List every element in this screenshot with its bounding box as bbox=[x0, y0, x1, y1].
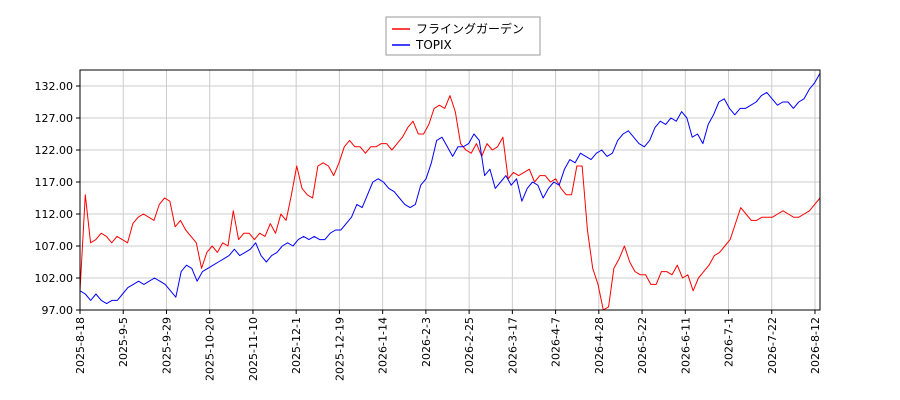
x-tick-label: 2025-12-1 bbox=[290, 317, 303, 374]
y-tick-label: 107.00 bbox=[35, 240, 74, 253]
legend-box bbox=[385, 16, 541, 56]
y-tick-label: 127.00 bbox=[35, 112, 74, 125]
x-tick-label: 2025-12-19 bbox=[333, 317, 346, 381]
x-tick-label: 2026-1-14 bbox=[377, 317, 390, 374]
x-tick-label: 2026-7-22 bbox=[766, 317, 779, 374]
x-tick-label: 2026-3-17 bbox=[506, 317, 519, 374]
x-tick-label: 2026-4-28 bbox=[593, 317, 606, 374]
x-tick-label: 2026-5-22 bbox=[636, 317, 649, 374]
x-tick-label: 2025-11-10 bbox=[247, 317, 260, 381]
x-axis-ticks: 2025-8-18 2025-9-5 2025-9-29 2025-10-20 2025… bbox=[74, 310, 822, 381]
x-tick-label: 2026-6-11 bbox=[679, 317, 692, 374]
legend-label-flying-garden: フライングガーデン bbox=[416, 21, 524, 36]
x-tick-label: 2026-2-3 bbox=[420, 317, 433, 367]
y-axis-ticks: 97.00 102.00 107.00 112.00 117.00 122.00 127.0… bbox=[35, 80, 80, 317]
series-layer bbox=[79, 72, 821, 311]
x-tick-label: 2025-9-5 bbox=[117, 317, 130, 367]
plot-frame bbox=[79, 69, 821, 311]
y-tick-label: 122.00 bbox=[35, 144, 74, 157]
x-tick-label: 2026-7-1 bbox=[723, 317, 736, 367]
x-tick-label: 2025-9-29 bbox=[160, 317, 173, 374]
x-tick-label: 2025-10-20 bbox=[204, 317, 217, 381]
y-tick-label: 97.00 bbox=[42, 304, 74, 317]
legend-label-topix: TOPIX bbox=[415, 38, 452, 52]
series-line-topix bbox=[79, 72, 821, 305]
legend: フライングガーデン TOPIX bbox=[385, 16, 541, 56]
y-tick-label: 102.00 bbox=[35, 272, 74, 285]
y-tick-label: 112.00 bbox=[35, 208, 74, 221]
y-tick-label: 132.00 bbox=[35, 80, 74, 93]
x-tick-label: 2026-8-12 bbox=[809, 317, 822, 374]
x-tick-label: 2026-4-7 bbox=[550, 317, 563, 367]
x-tick-label: 2026-2-25 bbox=[463, 317, 476, 374]
series-line-flying-garden bbox=[79, 95, 821, 311]
x-tick-label: 2025-8-18 bbox=[74, 317, 87, 374]
y-tick-label: 117.00 bbox=[35, 176, 74, 189]
